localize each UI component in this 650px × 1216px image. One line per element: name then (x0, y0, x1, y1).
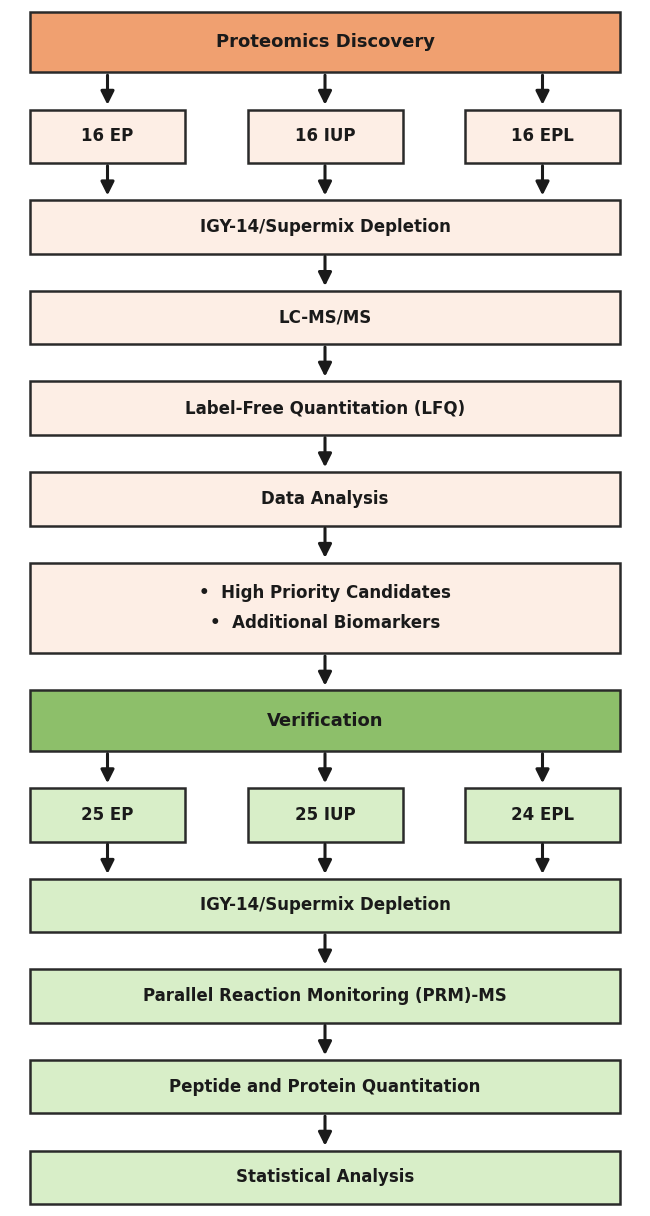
Bar (248, 109, 402, 163)
Bar (30, 691, 620, 751)
Text: 25 IUP: 25 IUP (294, 806, 356, 823)
Bar (30, 788, 185, 841)
Bar (465, 109, 620, 163)
Text: Statistical Analysis: Statistical Analysis (236, 1169, 414, 1187)
Text: Label-Free Quantitation (LFQ): Label-Free Quantitation (LFQ) (185, 399, 465, 417)
Bar (30, 382, 620, 435)
Text: 16 IUP: 16 IUP (294, 128, 356, 145)
Bar (30, 1150, 620, 1204)
Text: IGY-14/Supermix Depletion: IGY-14/Supermix Depletion (200, 896, 450, 914)
Bar (30, 563, 620, 653)
Bar (30, 291, 620, 344)
Text: 16 EPL: 16 EPL (511, 128, 574, 145)
Text: 16 EP: 16 EP (81, 128, 134, 145)
Text: 25 EP: 25 EP (81, 806, 134, 823)
Text: Parallel Reaction Monitoring (PRM)-MS: Parallel Reaction Monitoring (PRM)-MS (143, 987, 507, 1006)
Bar (465, 788, 620, 841)
Text: Verification: Verification (266, 711, 384, 730)
Text: Proteomics Discovery: Proteomics Discovery (216, 33, 434, 51)
Bar (30, 109, 185, 163)
Bar (30, 1060, 620, 1114)
Bar (30, 201, 620, 254)
Bar (30, 969, 620, 1023)
Bar (30, 12, 620, 73)
Text: •  High Priority Candidates
•  Additional Biomarkers: • High Priority Candidates • Additional … (199, 584, 451, 632)
Text: IGY-14/Supermix Depletion: IGY-14/Supermix Depletion (200, 218, 450, 236)
Bar (30, 879, 620, 933)
Text: Data Analysis: Data Analysis (261, 490, 389, 508)
Text: Peptide and Protein Quantitation: Peptide and Protein Quantitation (169, 1077, 481, 1096)
Text: LC-MS/MS: LC-MS/MS (278, 309, 372, 327)
Bar (30, 472, 620, 525)
Text: 24 EPL: 24 EPL (511, 806, 574, 823)
Bar (248, 788, 402, 841)
